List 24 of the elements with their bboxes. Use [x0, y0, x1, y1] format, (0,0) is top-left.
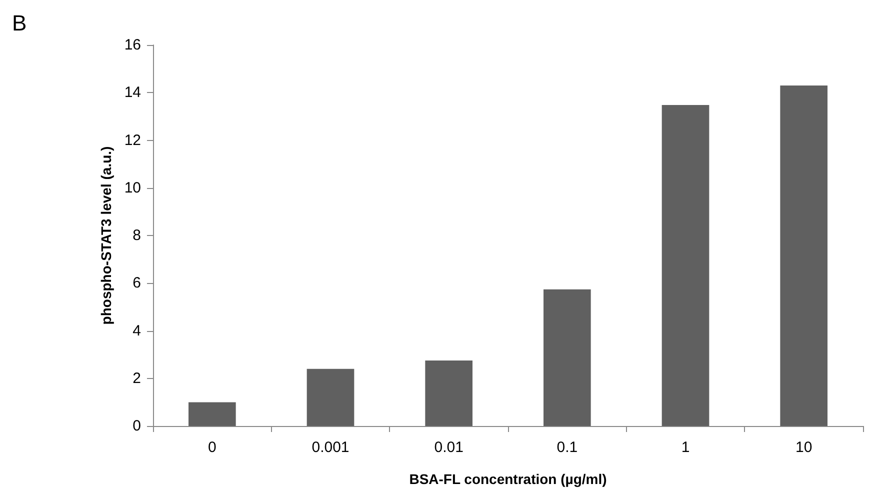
- y-tick-label: 16: [124, 36, 141, 54]
- x-tick-label: 0.001: [312, 439, 350, 456]
- y-tick-label: 0: [132, 418, 141, 434]
- text: B: [12, 10, 27, 36]
- x-tick-label: 1: [681, 439, 690, 456]
- bar: [662, 105, 710, 426]
- x-tick-label: 0: [208, 439, 216, 456]
- bar: [306, 368, 354, 426]
- y-tick-label: 2: [132, 370, 141, 387]
- y-tick-label: 12: [124, 132, 141, 149]
- x-tick-label: 0.1: [556, 439, 578, 456]
- bar: [544, 289, 591, 426]
- y-tick-label: 4: [132, 322, 141, 340]
- bar: [188, 402, 236, 426]
- x-axis-title: BSA-FL concentration (µg/ml): [409, 471, 607, 487]
- x-tick-label: 10: [795, 439, 812, 456]
- y-tick-label: 14: [124, 84, 141, 102]
- y-axis-title: phospho-STAT3 level (a.u.): [98, 146, 114, 325]
- y-tick-label: 6: [132, 274, 141, 292]
- bar: [780, 85, 828, 426]
- x-tick-label: 0.01: [434, 439, 464, 456]
- y-tick-label: 10: [124, 179, 141, 196]
- bar: [425, 360, 472, 426]
- y-tick-label: 8: [132, 227, 141, 244]
